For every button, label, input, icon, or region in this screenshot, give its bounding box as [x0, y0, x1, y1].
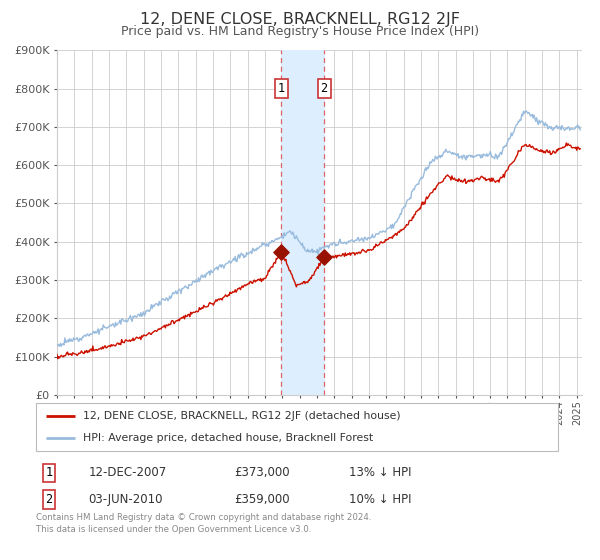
Text: Price paid vs. HM Land Registry's House Price Index (HPI): Price paid vs. HM Land Registry's House … [121, 25, 479, 38]
Text: 03-JUN-2010: 03-JUN-2010 [88, 493, 163, 506]
Text: 10% ↓ HPI: 10% ↓ HPI [349, 493, 412, 506]
Text: 12, DENE CLOSE, BRACKNELL, RG12 2JF: 12, DENE CLOSE, BRACKNELL, RG12 2JF [140, 12, 460, 27]
Text: 1: 1 [46, 466, 53, 479]
Point [277, 248, 286, 256]
Text: Contains HM Land Registry data © Crown copyright and database right 2024.
This d: Contains HM Land Registry data © Crown c… [36, 513, 371, 534]
Text: 13% ↓ HPI: 13% ↓ HPI [349, 466, 412, 479]
Text: 1: 1 [278, 82, 285, 95]
Text: £359,000: £359,000 [235, 493, 290, 506]
Text: 12, DENE CLOSE, BRACKNELL, RG12 2JF (detached house): 12, DENE CLOSE, BRACKNELL, RG12 2JF (det… [83, 411, 401, 421]
Bar [281, 50, 324, 395]
Text: 12-DEC-2007: 12-DEC-2007 [88, 466, 166, 479]
Text: £373,000: £373,000 [235, 466, 290, 479]
Text: 2: 2 [320, 82, 328, 95]
Point [319, 253, 329, 262]
Text: HPI: Average price, detached house, Bracknell Forest: HPI: Average price, detached house, Brac… [83, 433, 373, 443]
Text: 2: 2 [46, 493, 53, 506]
